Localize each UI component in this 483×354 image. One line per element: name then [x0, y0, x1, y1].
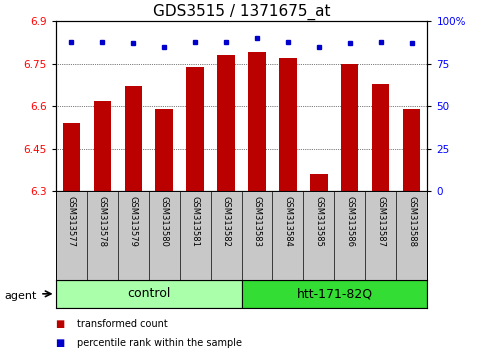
Text: GSM313577: GSM313577: [67, 196, 75, 247]
Bar: [248, 52, 266, 191]
Text: GSM313580: GSM313580: [159, 196, 169, 246]
Bar: [56, 280, 242, 308]
Text: htt-171-82Q: htt-171-82Q: [297, 287, 372, 300]
Bar: [125, 86, 142, 191]
Bar: [341, 64, 358, 191]
Text: GSM313578: GSM313578: [98, 196, 107, 247]
Text: GSM313587: GSM313587: [376, 196, 385, 247]
Bar: [156, 109, 172, 191]
Title: GDS3515 / 1371675_at: GDS3515 / 1371675_at: [153, 4, 330, 20]
Text: GSM313585: GSM313585: [314, 196, 324, 246]
Text: GSM313583: GSM313583: [253, 196, 261, 247]
Text: agent: agent: [5, 291, 37, 301]
Text: GSM313579: GSM313579: [128, 196, 138, 246]
Text: GSM313584: GSM313584: [284, 196, 293, 246]
Text: GSM313582: GSM313582: [222, 196, 230, 246]
Bar: [311, 174, 327, 191]
Bar: [94, 101, 111, 191]
Text: ■: ■: [56, 338, 65, 348]
Text: GSM313588: GSM313588: [408, 196, 416, 247]
Bar: [242, 280, 427, 308]
Bar: [372, 84, 389, 191]
Text: GSM313586: GSM313586: [345, 196, 355, 247]
Bar: [217, 55, 235, 191]
Text: transformed count: transformed count: [77, 319, 168, 329]
Text: control: control: [127, 287, 170, 300]
Text: GSM313581: GSM313581: [190, 196, 199, 246]
Text: percentile rank within the sample: percentile rank within the sample: [77, 338, 242, 348]
Bar: [280, 58, 297, 191]
Text: ■: ■: [56, 319, 65, 329]
Bar: [186, 67, 203, 191]
Bar: [403, 109, 421, 191]
Bar: [62, 123, 80, 191]
